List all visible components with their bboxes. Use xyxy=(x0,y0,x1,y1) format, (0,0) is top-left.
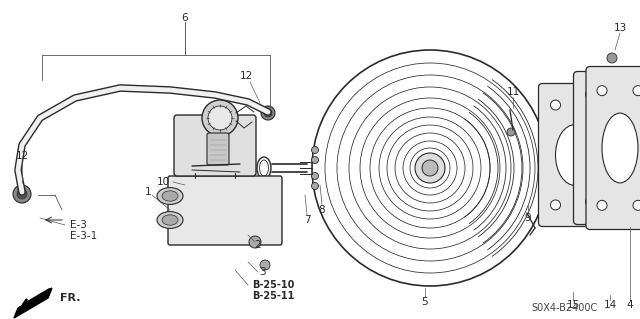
Ellipse shape xyxy=(556,125,595,185)
FancyBboxPatch shape xyxy=(207,133,229,165)
Text: 12: 12 xyxy=(15,151,29,161)
Text: 3: 3 xyxy=(259,267,266,277)
Polygon shape xyxy=(14,288,52,318)
Circle shape xyxy=(607,53,617,63)
Circle shape xyxy=(249,236,261,248)
Circle shape xyxy=(422,160,438,176)
Circle shape xyxy=(264,109,272,117)
Text: 15: 15 xyxy=(566,300,580,310)
Circle shape xyxy=(13,185,31,203)
FancyBboxPatch shape xyxy=(168,176,282,245)
Circle shape xyxy=(202,100,238,136)
Circle shape xyxy=(589,100,600,110)
Ellipse shape xyxy=(157,188,183,204)
Circle shape xyxy=(17,189,27,199)
Circle shape xyxy=(633,200,640,210)
Circle shape xyxy=(586,197,595,207)
Text: 2: 2 xyxy=(255,240,261,250)
Text: 1: 1 xyxy=(145,187,151,197)
Circle shape xyxy=(550,200,561,210)
FancyBboxPatch shape xyxy=(573,71,640,225)
Text: 6: 6 xyxy=(182,13,188,23)
Circle shape xyxy=(589,200,600,210)
Circle shape xyxy=(625,197,634,207)
Circle shape xyxy=(312,182,319,189)
Ellipse shape xyxy=(591,115,630,181)
Circle shape xyxy=(415,153,445,183)
Circle shape xyxy=(507,128,515,136)
FancyBboxPatch shape xyxy=(174,115,256,176)
Ellipse shape xyxy=(162,215,178,225)
Text: 9: 9 xyxy=(525,213,531,223)
Circle shape xyxy=(312,146,319,153)
Circle shape xyxy=(586,89,595,99)
Circle shape xyxy=(261,106,275,120)
Ellipse shape xyxy=(162,191,178,201)
FancyBboxPatch shape xyxy=(538,84,611,226)
Text: 12: 12 xyxy=(239,71,253,81)
Text: 4: 4 xyxy=(627,300,634,310)
Text: S0X4-B2400C: S0X4-B2400C xyxy=(532,303,598,313)
Ellipse shape xyxy=(157,211,183,228)
Circle shape xyxy=(312,173,319,180)
Circle shape xyxy=(550,100,561,110)
Text: 7: 7 xyxy=(304,215,310,225)
Text: 8: 8 xyxy=(319,205,325,215)
Text: B-25-10: B-25-10 xyxy=(252,280,294,290)
Text: FR.: FR. xyxy=(60,293,81,303)
Text: 13: 13 xyxy=(613,23,627,33)
Circle shape xyxy=(625,89,634,99)
Circle shape xyxy=(260,260,270,270)
Text: 10: 10 xyxy=(157,177,170,187)
Text: E-3-1: E-3-1 xyxy=(70,231,97,241)
Text: B-25-11: B-25-11 xyxy=(252,291,294,301)
Text: 11: 11 xyxy=(506,87,520,97)
Text: E-3: E-3 xyxy=(70,220,87,230)
FancyBboxPatch shape xyxy=(586,66,640,229)
Circle shape xyxy=(597,200,607,210)
Text: 5: 5 xyxy=(422,297,428,307)
Circle shape xyxy=(633,85,640,96)
Circle shape xyxy=(208,106,232,130)
Text: 14: 14 xyxy=(604,300,616,310)
Ellipse shape xyxy=(602,113,638,183)
Circle shape xyxy=(597,85,607,96)
Circle shape xyxy=(312,157,319,164)
